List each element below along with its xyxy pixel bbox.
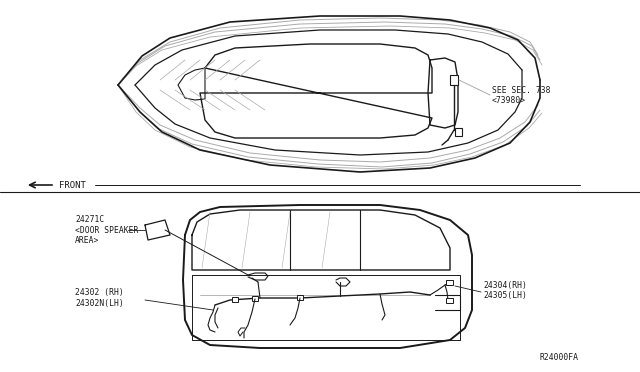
- Text: SEE SEC. 738: SEE SEC. 738: [492, 86, 550, 95]
- Bar: [252, 296, 258, 301]
- Text: R24000FA: R24000FA: [540, 353, 579, 362]
- Text: FRONT: FRONT: [59, 181, 86, 190]
- Text: AREA>: AREA>: [75, 236, 99, 245]
- Text: 24302N(LH): 24302N(LH): [75, 299, 124, 308]
- Bar: [232, 297, 238, 302]
- Text: 24302 (RH): 24302 (RH): [75, 288, 124, 297]
- Text: <DOOR SPEAKER: <DOOR SPEAKER: [75, 226, 138, 235]
- Text: 24271C: 24271C: [75, 215, 104, 224]
- Bar: [446, 298, 453, 303]
- Bar: [446, 280, 453, 285]
- Text: 24305(LH): 24305(LH): [483, 291, 527, 300]
- Bar: [450, 75, 458, 85]
- Text: 24304(RH): 24304(RH): [483, 281, 527, 290]
- Bar: [297, 295, 303, 300]
- Text: <73980>: <73980>: [492, 96, 526, 105]
- Bar: [455, 128, 462, 136]
